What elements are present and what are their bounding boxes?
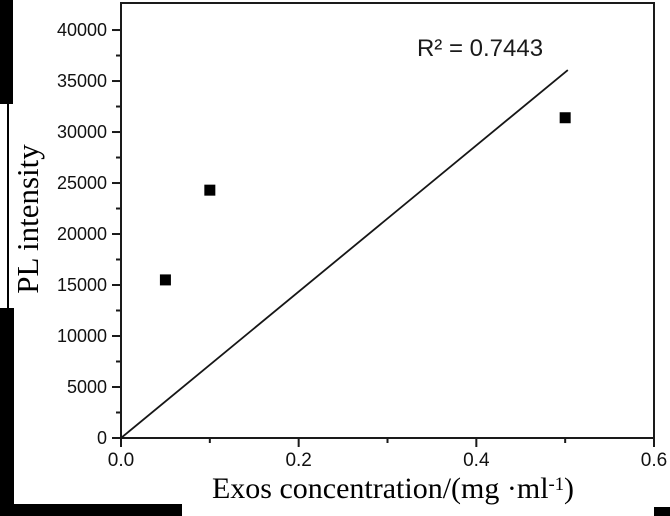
r-squared-annotation: R² = 0.7443 bbox=[416, 35, 544, 62]
x-axis-title-suffix: ) bbox=[564, 472, 575, 505]
y-tick-label: 40000 bbox=[57, 20, 107, 40]
y-tick-label: 30000 bbox=[57, 122, 107, 142]
x-tick-label: 0.6 bbox=[641, 450, 667, 471]
y-tick-label: 20000 bbox=[57, 224, 107, 244]
y-axis-title: PL intensity bbox=[10, 144, 45, 294]
crop-border-artifact-bottom-right bbox=[654, 507, 670, 516]
crop-border-artifact-top-left bbox=[0, 0, 13, 104]
y-tick-label: 5000 bbox=[67, 377, 107, 397]
x-tick-label: 0.2 bbox=[285, 450, 311, 471]
crop-border-artifact-bottom-left bbox=[0, 308, 14, 516]
x-tick-label: 0.0 bbox=[108, 450, 134, 471]
x-axis-title-text: Exos concentration/(mg ·ml bbox=[211, 472, 549, 505]
data-point bbox=[559, 112, 571, 124]
data-point bbox=[159, 274, 171, 286]
x-axis-title-superscript: -1 bbox=[548, 473, 565, 495]
x-axis-title: Exos concentration/(mg ·ml-1) bbox=[212, 472, 574, 506]
y-tick-label: 10000 bbox=[57, 326, 107, 346]
crop-border-artifact-bottom-bar bbox=[0, 504, 182, 516]
y-tick-label: 25000 bbox=[57, 173, 107, 193]
x-tick-label: 0.4 bbox=[463, 450, 490, 471]
crop-border-artifact-left-line bbox=[7, 104, 9, 309]
data-point bbox=[204, 184, 216, 196]
y-tick-label: 35000 bbox=[57, 71, 107, 91]
y-tick-label: 15000 bbox=[57, 275, 107, 295]
y-tick-label: 0 bbox=[97, 428, 107, 448]
fit-line bbox=[120, 69, 569, 439]
